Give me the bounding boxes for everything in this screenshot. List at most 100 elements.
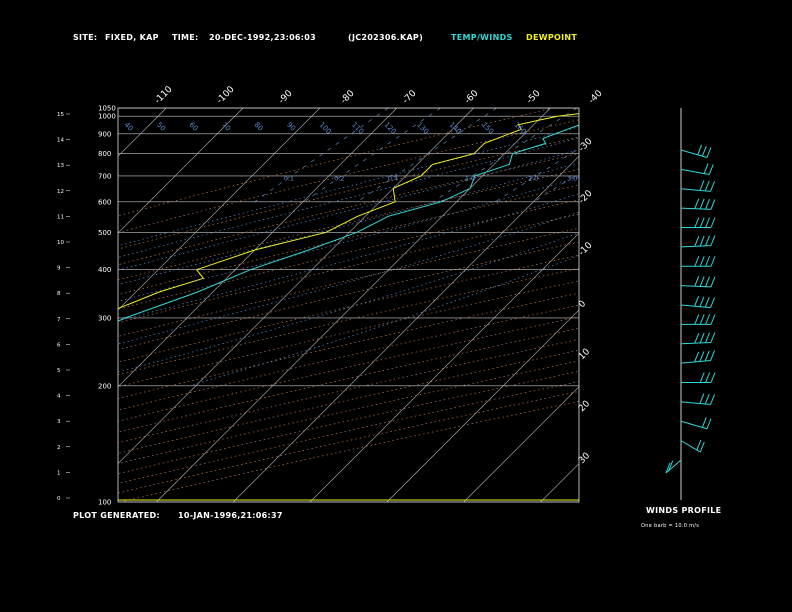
mixing-ratio-line <box>254 108 389 203</box>
wind-barb-feather <box>705 256 711 267</box>
isotherm-line <box>0 108 13 502</box>
wind-barb-feather <box>699 372 705 383</box>
mixing-ratio-line <box>585 108 738 202</box>
wind-barb-staff <box>680 285 711 288</box>
wind-barb-feather <box>710 235 716 246</box>
height-tick-label: 12 <box>57 189 64 195</box>
wind-barb-feather <box>694 198 700 209</box>
isotherm-line <box>118 108 397 388</box>
wind-barb-feather <box>699 393 705 404</box>
mixing-ratio-line <box>433 108 578 203</box>
wind-barb-feather <box>699 235 705 247</box>
isotherm-line <box>617 108 792 502</box>
plot-generated-value: 10-JAN-1996,21:06:37 <box>178 511 283 520</box>
mixing-ratio-label: 1.0 <box>465 174 475 182</box>
height-tick-label: 11 <box>57 214 64 220</box>
pressure-tick-label: 600 <box>98 198 111 206</box>
moist-adiabat <box>118 193 579 322</box>
wind-barb-feather <box>705 235 710 246</box>
mixing-ratio-line <box>533 172 579 203</box>
wind-barb-feather <box>668 460 674 471</box>
winds-profile <box>665 108 716 500</box>
wind-barb-feather <box>710 256 716 267</box>
wind-barb-feather <box>705 217 711 228</box>
wind-barb-feather <box>704 296 710 308</box>
height-tick-label: 6 <box>57 342 61 348</box>
height-tick-label: 15 <box>57 112 64 118</box>
wind-barb-feather <box>701 145 707 157</box>
wind-barb-feather <box>710 199 716 210</box>
height-tick-label: 13 <box>57 163 64 169</box>
wind-barb-feather <box>699 351 705 362</box>
top-temperature-label: -90 <box>277 88 295 106</box>
isotherm-line <box>118 108 474 464</box>
height-tick-label: 0 <box>57 496 61 502</box>
wind-barb-feather <box>704 350 710 362</box>
height-tick-label: 9 <box>57 266 61 272</box>
wind-barb-staff <box>680 207 711 210</box>
wind-barb-feather <box>696 439 702 451</box>
wind-barb-feather <box>665 462 671 474</box>
height-tick-label: 7 <box>57 317 61 323</box>
height-tick-label: 2 <box>57 445 61 451</box>
dry-adiabat <box>118 119 579 234</box>
dry-adiabat <box>118 304 579 411</box>
mixing-ratio-line <box>678 108 792 202</box>
isotherm-line <box>771 108 792 502</box>
dry-adiabat <box>118 241 579 350</box>
site-value: FIXED, KAP <box>105 33 159 42</box>
top-temperature-label: -70 <box>401 88 419 106</box>
isotherm-line <box>156 108 551 502</box>
wind-barb-feather <box>708 164 714 175</box>
wind-barb-feather <box>699 217 705 228</box>
wind-barb-feather <box>699 296 705 307</box>
wind-barb-feather <box>710 350 716 361</box>
wind-barb-feather <box>699 314 705 325</box>
theta-label: 50 <box>155 121 167 133</box>
wind-barb-feather <box>710 276 716 288</box>
isotherm-line <box>118 108 244 234</box>
barb-note: One barb = 10.0 m/s <box>641 523 700 529</box>
pressure-tick-label: 700 <box>98 172 111 180</box>
dry-adiabat <box>118 168 579 281</box>
wind-barb-staff <box>680 440 701 453</box>
theta-label: 60 <box>188 121 200 133</box>
moist-adiabat <box>118 137 579 258</box>
plot-generated-label: PLOT GENERATED: <box>73 511 160 520</box>
dry-adiabat <box>118 280 579 388</box>
theta-label: 40 <box>123 121 135 133</box>
site-label: SITE: <box>73 33 98 42</box>
wind-barb-feather <box>705 199 710 210</box>
mixing-ratio-label: 0.1 <box>284 174 294 182</box>
top-temperature-label: -50 <box>525 88 543 106</box>
pressure-tick-label: 100 <box>98 499 111 507</box>
moist-adiabat <box>118 211 579 345</box>
right-temperature-label: 0 <box>577 299 588 310</box>
mixing-ratio-line <box>304 108 441 203</box>
right-temperature-label: -30 <box>577 136 595 154</box>
height-tick-label: 14 <box>57 138 64 144</box>
height-tick-label: 8 <box>57 291 61 297</box>
wind-barb-feather <box>694 296 700 307</box>
pressure-tick-label: 400 <box>98 266 111 274</box>
wind-barb-feather <box>694 217 700 228</box>
wind-barb-feather <box>710 372 716 383</box>
wind-barb-feather <box>710 217 716 228</box>
isotherm-line <box>118 108 167 157</box>
top-temperature-label: -110 <box>153 84 175 106</box>
pressure-tick-label: 1000 <box>98 113 116 121</box>
wind-barb-staff <box>680 360 711 364</box>
pressure-tick-label: 200 <box>98 382 111 390</box>
winds-profile-title: WINDS PROFILE <box>646 506 722 515</box>
wind-barb-feather <box>704 180 710 192</box>
dewpoint-profile <box>118 113 579 310</box>
wind-barb-feather <box>710 297 716 308</box>
theta-label: 90 <box>285 121 297 133</box>
wind-barb-feather <box>699 332 705 344</box>
top-temperature-label: -60 <box>463 88 481 106</box>
plot-frame <box>117 107 580 503</box>
top-temperature-label: -40 <box>587 88 605 106</box>
mixing-ratio-label: 0.2 <box>334 174 344 182</box>
profiles <box>118 113 579 501</box>
mixing-ratio-label: 0.4 <box>388 174 398 182</box>
